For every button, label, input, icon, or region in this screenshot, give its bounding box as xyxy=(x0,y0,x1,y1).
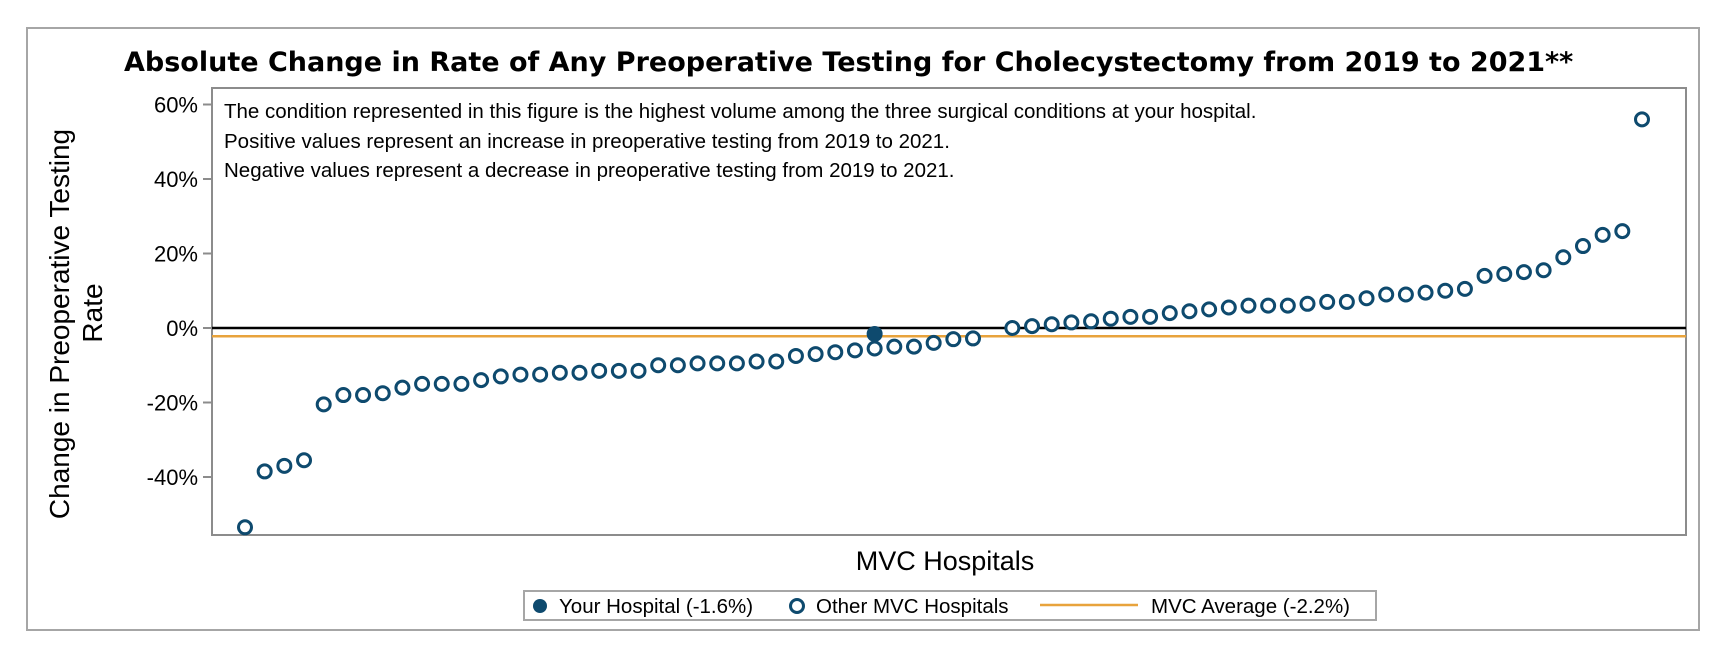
hospital-point xyxy=(414,375,431,392)
hospital-point xyxy=(1063,314,1080,331)
hospital-point xyxy=(1102,310,1119,327)
legend-mvc-average: MVC Average (-2.2%) xyxy=(1151,595,1350,618)
hospital-point xyxy=(335,387,352,404)
annotation-line-2: Positive values represent an increase in… xyxy=(224,130,950,153)
y-axis-label: Change in Preoperative Testing Rate xyxy=(44,129,108,519)
hospital-point xyxy=(827,344,844,361)
hospital-point xyxy=(453,375,470,392)
hospital-point xyxy=(512,366,529,383)
hospital-point xyxy=(1476,267,1493,284)
chart-frame xyxy=(26,27,1700,631)
hospital-point xyxy=(532,366,549,383)
y-tick-label: 60% xyxy=(154,93,198,118)
data-points xyxy=(237,111,1650,536)
hospital-point xyxy=(925,334,942,351)
hospital-point xyxy=(1043,316,1060,333)
hospital-point xyxy=(945,331,962,348)
hospital-point xyxy=(1634,111,1650,128)
hospital-point xyxy=(1555,249,1572,266)
chart-title: Absolute Change in Rate of Any Preoperat… xyxy=(124,47,1573,78)
hospital-point xyxy=(1279,297,1296,314)
hospital-point xyxy=(1161,305,1178,322)
hospital-point xyxy=(1122,308,1139,325)
hospital-point xyxy=(709,355,726,372)
hospital-point xyxy=(610,362,627,379)
hospital-point xyxy=(551,364,568,381)
hospital-point xyxy=(1260,297,1277,314)
y-tick-label: 40% xyxy=(154,167,198,192)
hospital-point xyxy=(965,330,982,347)
hospital-point xyxy=(1417,284,1434,301)
hospital-point xyxy=(1614,223,1631,240)
hospital-point xyxy=(394,379,411,396)
legend-open-marker-icon xyxy=(789,598,805,614)
plot-area xyxy=(211,87,1687,536)
hospital-point xyxy=(492,368,509,385)
hospital-point xyxy=(296,452,313,469)
hospital-point xyxy=(256,463,273,480)
hospital-point xyxy=(374,385,391,402)
hospital-point xyxy=(591,362,608,379)
hospital-point xyxy=(237,519,253,536)
hospital-point xyxy=(787,347,804,364)
hospital-point xyxy=(1319,293,1336,310)
hospital-point xyxy=(748,353,765,370)
your-hospital-point xyxy=(866,325,883,342)
hospital-point xyxy=(276,457,293,474)
hospital-point xyxy=(1299,295,1316,312)
hospital-point xyxy=(1437,282,1454,299)
hospital-point xyxy=(315,396,332,413)
hospital-point xyxy=(768,353,785,370)
legend: Your Hospital (-1.6%) Other MVC Hospital… xyxy=(523,590,1377,621)
hospital-point xyxy=(1574,238,1591,255)
hospital-point xyxy=(846,342,863,359)
hospital-point xyxy=(1358,290,1375,307)
hospital-point xyxy=(866,340,883,357)
y-tick-label: 20% xyxy=(154,242,198,267)
hospital-point xyxy=(630,362,647,379)
hospital-point xyxy=(1240,297,1257,314)
hospital-point xyxy=(473,372,490,389)
hospital-point xyxy=(1142,308,1159,325)
legend-other-hospitals: Other MVC Hospitals xyxy=(816,595,1009,618)
hospital-point xyxy=(886,338,903,355)
y-tick-label: 0% xyxy=(166,316,198,341)
hospital-point xyxy=(728,355,745,372)
hospital-point xyxy=(669,357,686,374)
hospital-point xyxy=(1338,293,1355,310)
y-axis-ticks: 60% 40% 20% 0% -20% -40% xyxy=(147,93,212,490)
hospital-point xyxy=(1220,299,1237,316)
legend-your-hospital: Your Hospital (-1.6%) xyxy=(559,595,753,618)
annotation-line-3: Negative values represent a decrease in … xyxy=(224,159,954,182)
hospital-point xyxy=(1201,301,1218,318)
hospital-point xyxy=(1515,264,1532,281)
hospital-point xyxy=(1181,303,1198,320)
hospital-point xyxy=(689,355,706,372)
hospital-point xyxy=(1496,265,1513,282)
chart-annotations: The condition represented in this figure… xyxy=(224,100,1256,182)
hospital-point xyxy=(1397,286,1414,303)
hospital-point xyxy=(433,375,450,392)
annotation-line-1: The condition represented in this figure… xyxy=(224,100,1256,123)
hospital-point xyxy=(1594,226,1611,243)
x-axis-label: MVC Hospitals xyxy=(856,546,1035,576)
hospital-point xyxy=(571,364,588,381)
hospital-point xyxy=(1024,318,1041,335)
y-tick-label: -40% xyxy=(147,465,198,490)
hospital-point xyxy=(1083,313,1100,330)
y-axis-label-line-1: Change in Preoperative Testing xyxy=(44,129,75,519)
legend-filled-marker-icon xyxy=(533,599,547,613)
hospital-point xyxy=(807,346,824,363)
y-tick-label: -20% xyxy=(147,391,198,416)
hospital-point xyxy=(355,387,372,404)
legend-box xyxy=(523,590,1377,621)
hospital-point xyxy=(650,357,667,374)
hospital-point xyxy=(1378,286,1395,303)
hospital-point xyxy=(1004,320,1021,336)
hospital-point xyxy=(905,338,922,355)
hospital-point xyxy=(1535,262,1552,279)
y-axis-label-line-2: Rate xyxy=(77,283,108,342)
hospital-point xyxy=(1456,280,1473,297)
